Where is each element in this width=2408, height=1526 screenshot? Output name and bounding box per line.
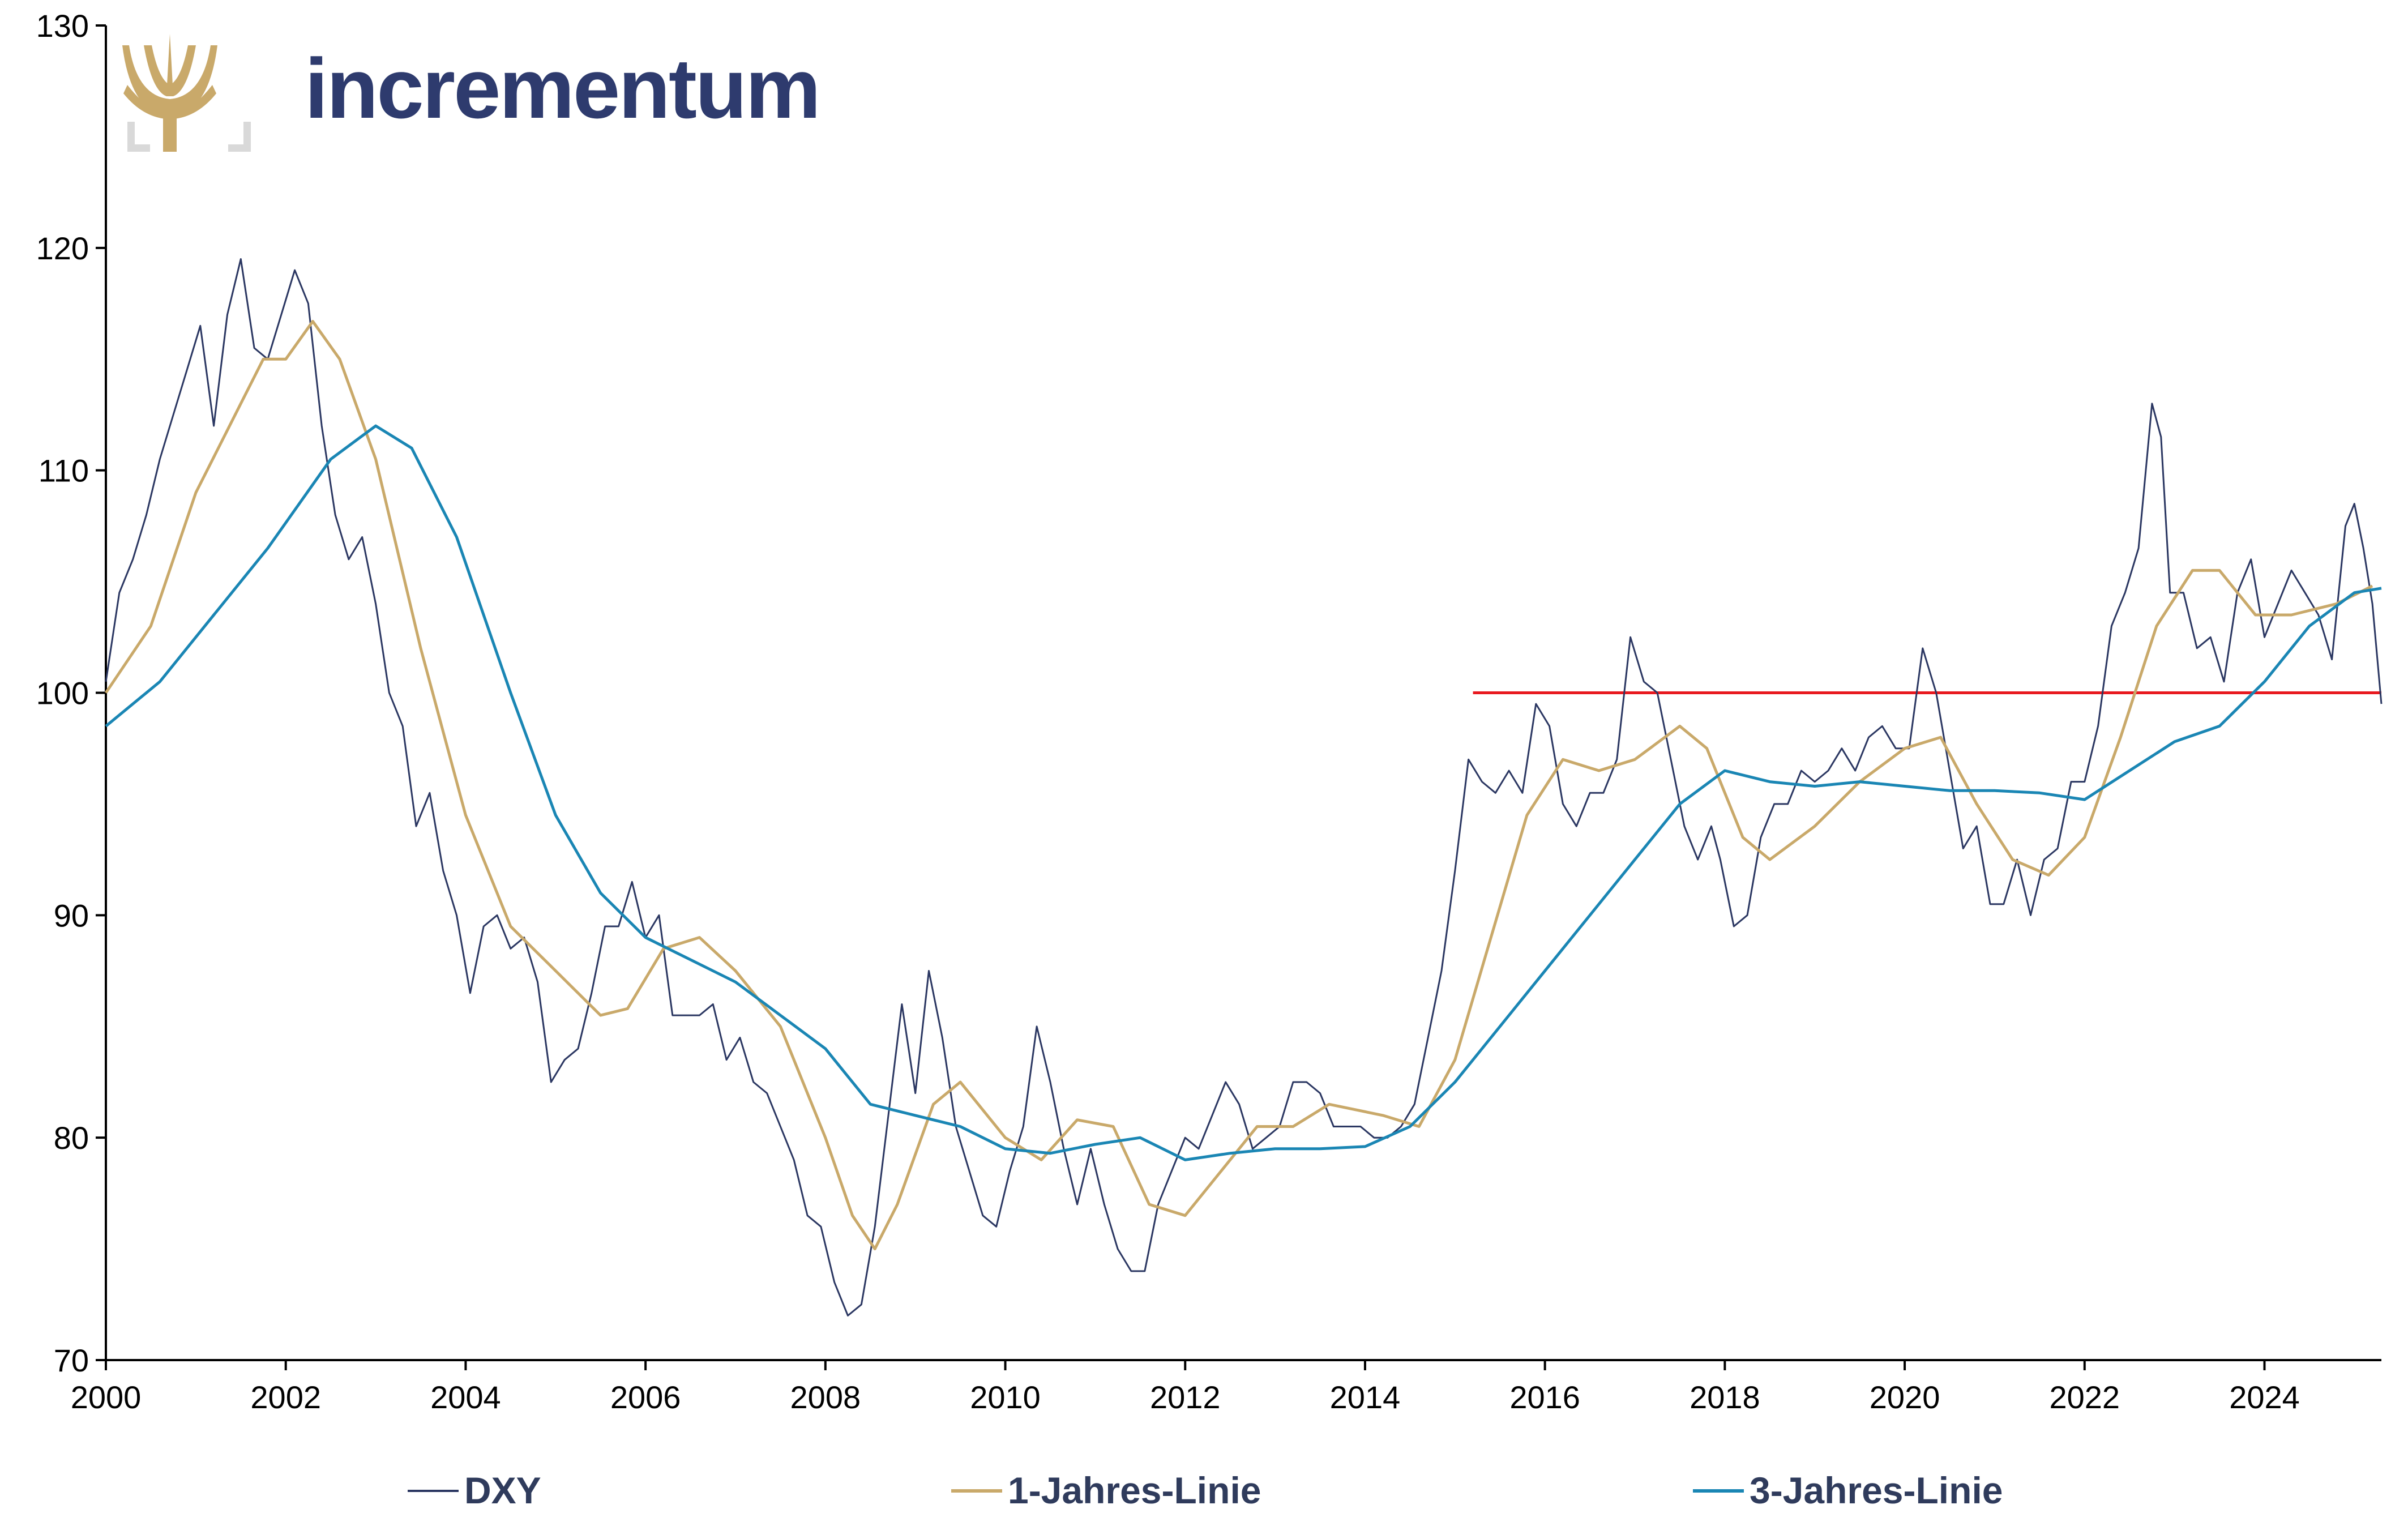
x-tick-label: 2008 (790, 1379, 861, 1415)
x-tick-label: 2002 (250, 1379, 321, 1415)
x-tick-label: 2018 (1690, 1379, 1760, 1415)
legend: DXY 1-Jahres-Linie 3-Jahres-Linie (408, 1469, 2003, 1511)
x-tick-label: 2012 (1150, 1379, 1221, 1415)
legend-item: DXY (408, 1469, 541, 1511)
x-tick-label: 2016 (1509, 1379, 1580, 1415)
legend-label: 3-Jahres-Linie (1750, 1469, 2003, 1511)
series-group (104, 258, 2383, 1316)
y-tick-label: 90 (54, 897, 89, 933)
x-tick-label: 2000 (71, 1379, 142, 1415)
legend-label: 1-Jahres-Linie (1008, 1469, 1261, 1511)
x-tick-label: 2022 (2049, 1379, 2120, 1415)
series-1-jahres-linie (104, 320, 2373, 1251)
y-tick-label: 110 (39, 453, 89, 489)
y-tick-label: 120 (36, 230, 89, 266)
legend-item: 1-Jahres-Linie (951, 1469, 1261, 1511)
series-3-jahres-linie (105, 424, 2382, 1161)
y-tick-label: 130 (36, 8, 89, 44)
y-tick-label: 70 (54, 1343, 89, 1378)
series-dxy-line (105, 258, 2383, 1316)
x-tick-label: 2020 (1870, 1379, 1940, 1415)
axes: 70 80 90 100 110 120 130 2000 2002 2004 2006 2008 20… (36, 8, 2381, 1415)
tree-logo-icon (122, 34, 251, 152)
x-tick-label: 2006 (610, 1379, 681, 1415)
x-tick-label: 2014 (1330, 1379, 1401, 1415)
brand-name: incrementum (305, 41, 819, 136)
legend-item: 3-Jahres-Linie (1693, 1469, 2003, 1511)
y-tick-label: 80 (54, 1120, 89, 1156)
x-tick-label: 2004 (430, 1379, 501, 1415)
x-tick-label: 2024 (2229, 1379, 2300, 1415)
x-tick-label: 2010 (970, 1379, 1041, 1415)
brand-logo: incrementum (122, 34, 821, 152)
legend-label: DXY (464, 1469, 541, 1511)
y-tick-label: 100 (36, 676, 89, 711)
